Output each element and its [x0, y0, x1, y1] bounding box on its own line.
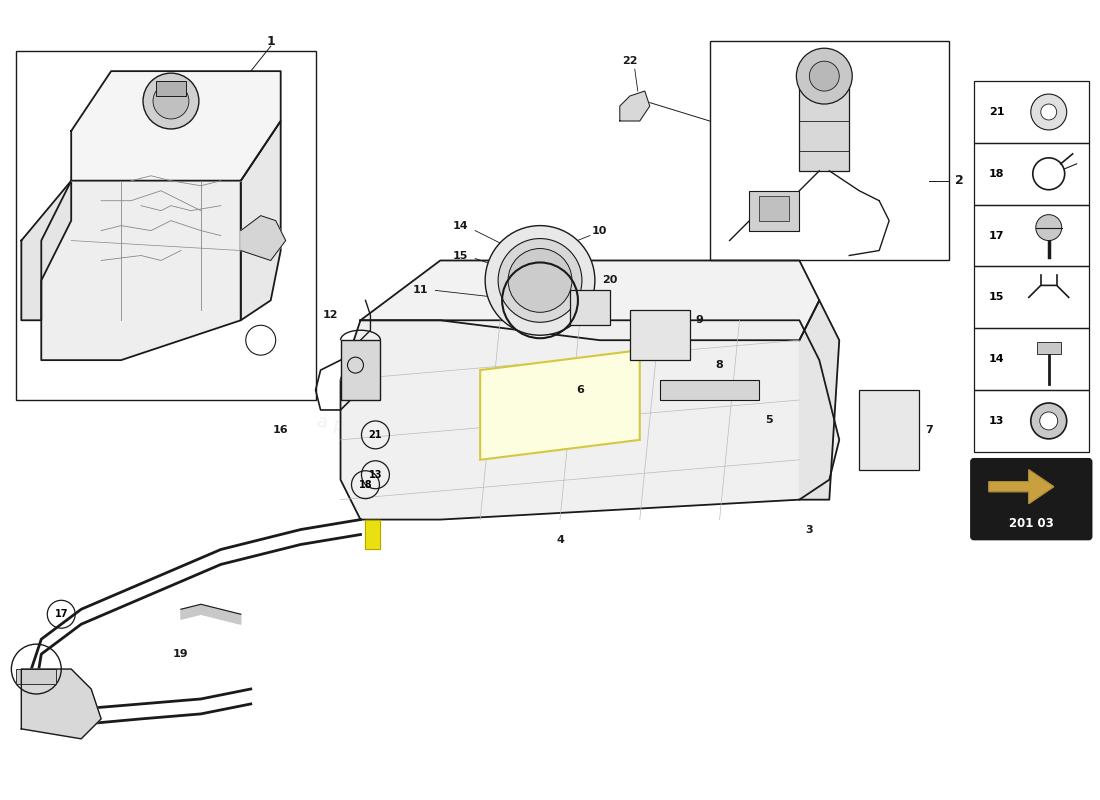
Bar — [974, 266, 1089, 328]
Polygon shape — [341, 320, 839, 519]
Circle shape — [498, 238, 582, 322]
Bar — [749, 190, 800, 230]
Polygon shape — [21, 181, 72, 320]
Polygon shape — [800, 300, 839, 500]
Text: eurocarparts: eurocarparts — [338, 349, 662, 392]
Bar — [16, 51, 316, 400]
Bar — [16, 669, 56, 684]
Circle shape — [1031, 403, 1067, 439]
Text: 15: 15 — [989, 292, 1004, 302]
Text: a passion for parts since 1965: a passion for parts since 1965 — [315, 413, 585, 487]
Text: 2: 2 — [955, 174, 964, 187]
Text: 5: 5 — [766, 415, 773, 425]
Polygon shape — [361, 261, 820, 340]
Circle shape — [810, 61, 839, 91]
Bar — [710, 42, 949, 261]
Text: 13: 13 — [368, 470, 382, 480]
Circle shape — [245, 326, 276, 355]
Text: 1: 1 — [266, 34, 275, 48]
Text: 20: 20 — [602, 275, 617, 286]
FancyBboxPatch shape — [971, 458, 1091, 539]
Circle shape — [143, 73, 199, 129]
Circle shape — [1036, 214, 1062, 241]
Circle shape — [796, 48, 852, 104]
Bar — [759, 196, 790, 221]
Text: 17: 17 — [55, 610, 68, 619]
Text: 9: 9 — [695, 315, 704, 326]
Bar — [1037, 342, 1060, 354]
Bar — [570, 290, 609, 326]
Circle shape — [1040, 412, 1058, 430]
Bar — [156, 81, 186, 96]
Polygon shape — [72, 71, 280, 181]
Polygon shape — [365, 519, 381, 550]
Text: 201 03: 201 03 — [1009, 517, 1054, 530]
Bar — [859, 390, 920, 470]
Polygon shape — [241, 216, 286, 261]
Circle shape — [508, 249, 572, 312]
Polygon shape — [241, 121, 280, 320]
Bar — [630, 310, 690, 360]
Circle shape — [1041, 104, 1057, 120]
Bar — [974, 205, 1089, 266]
Text: 18: 18 — [989, 169, 1004, 178]
Bar — [341, 340, 381, 400]
Polygon shape — [21, 669, 101, 739]
Bar — [974, 143, 1089, 205]
Polygon shape — [42, 181, 241, 360]
Text: 15: 15 — [452, 250, 468, 261]
Text: 17: 17 — [989, 230, 1004, 241]
Text: 19: 19 — [173, 649, 189, 659]
Bar — [974, 390, 1089, 452]
Bar — [974, 328, 1089, 390]
Text: 16: 16 — [273, 425, 288, 435]
Polygon shape — [619, 91, 650, 121]
Bar — [800, 81, 849, 170]
Circle shape — [153, 83, 189, 119]
Text: 14: 14 — [989, 354, 1004, 364]
Bar — [660, 380, 759, 400]
Circle shape — [1031, 94, 1067, 130]
Polygon shape — [180, 604, 241, 624]
Bar — [974, 81, 1089, 143]
Text: 10: 10 — [592, 226, 607, 235]
Polygon shape — [481, 350, 640, 460]
Text: 21: 21 — [989, 107, 1004, 117]
Circle shape — [485, 226, 595, 335]
Text: 18: 18 — [359, 480, 372, 490]
Text: 13: 13 — [989, 416, 1004, 426]
Text: 4: 4 — [556, 534, 564, 545]
Text: 3: 3 — [805, 525, 813, 534]
Text: 22: 22 — [621, 56, 638, 66]
Text: 7: 7 — [925, 425, 933, 435]
Polygon shape — [989, 470, 1054, 504]
Text: 21: 21 — [368, 430, 382, 440]
Text: 8: 8 — [716, 360, 724, 370]
Text: 11: 11 — [412, 286, 428, 295]
Text: 12: 12 — [322, 310, 339, 320]
Text: 6: 6 — [576, 385, 584, 395]
Text: 14: 14 — [452, 221, 468, 230]
